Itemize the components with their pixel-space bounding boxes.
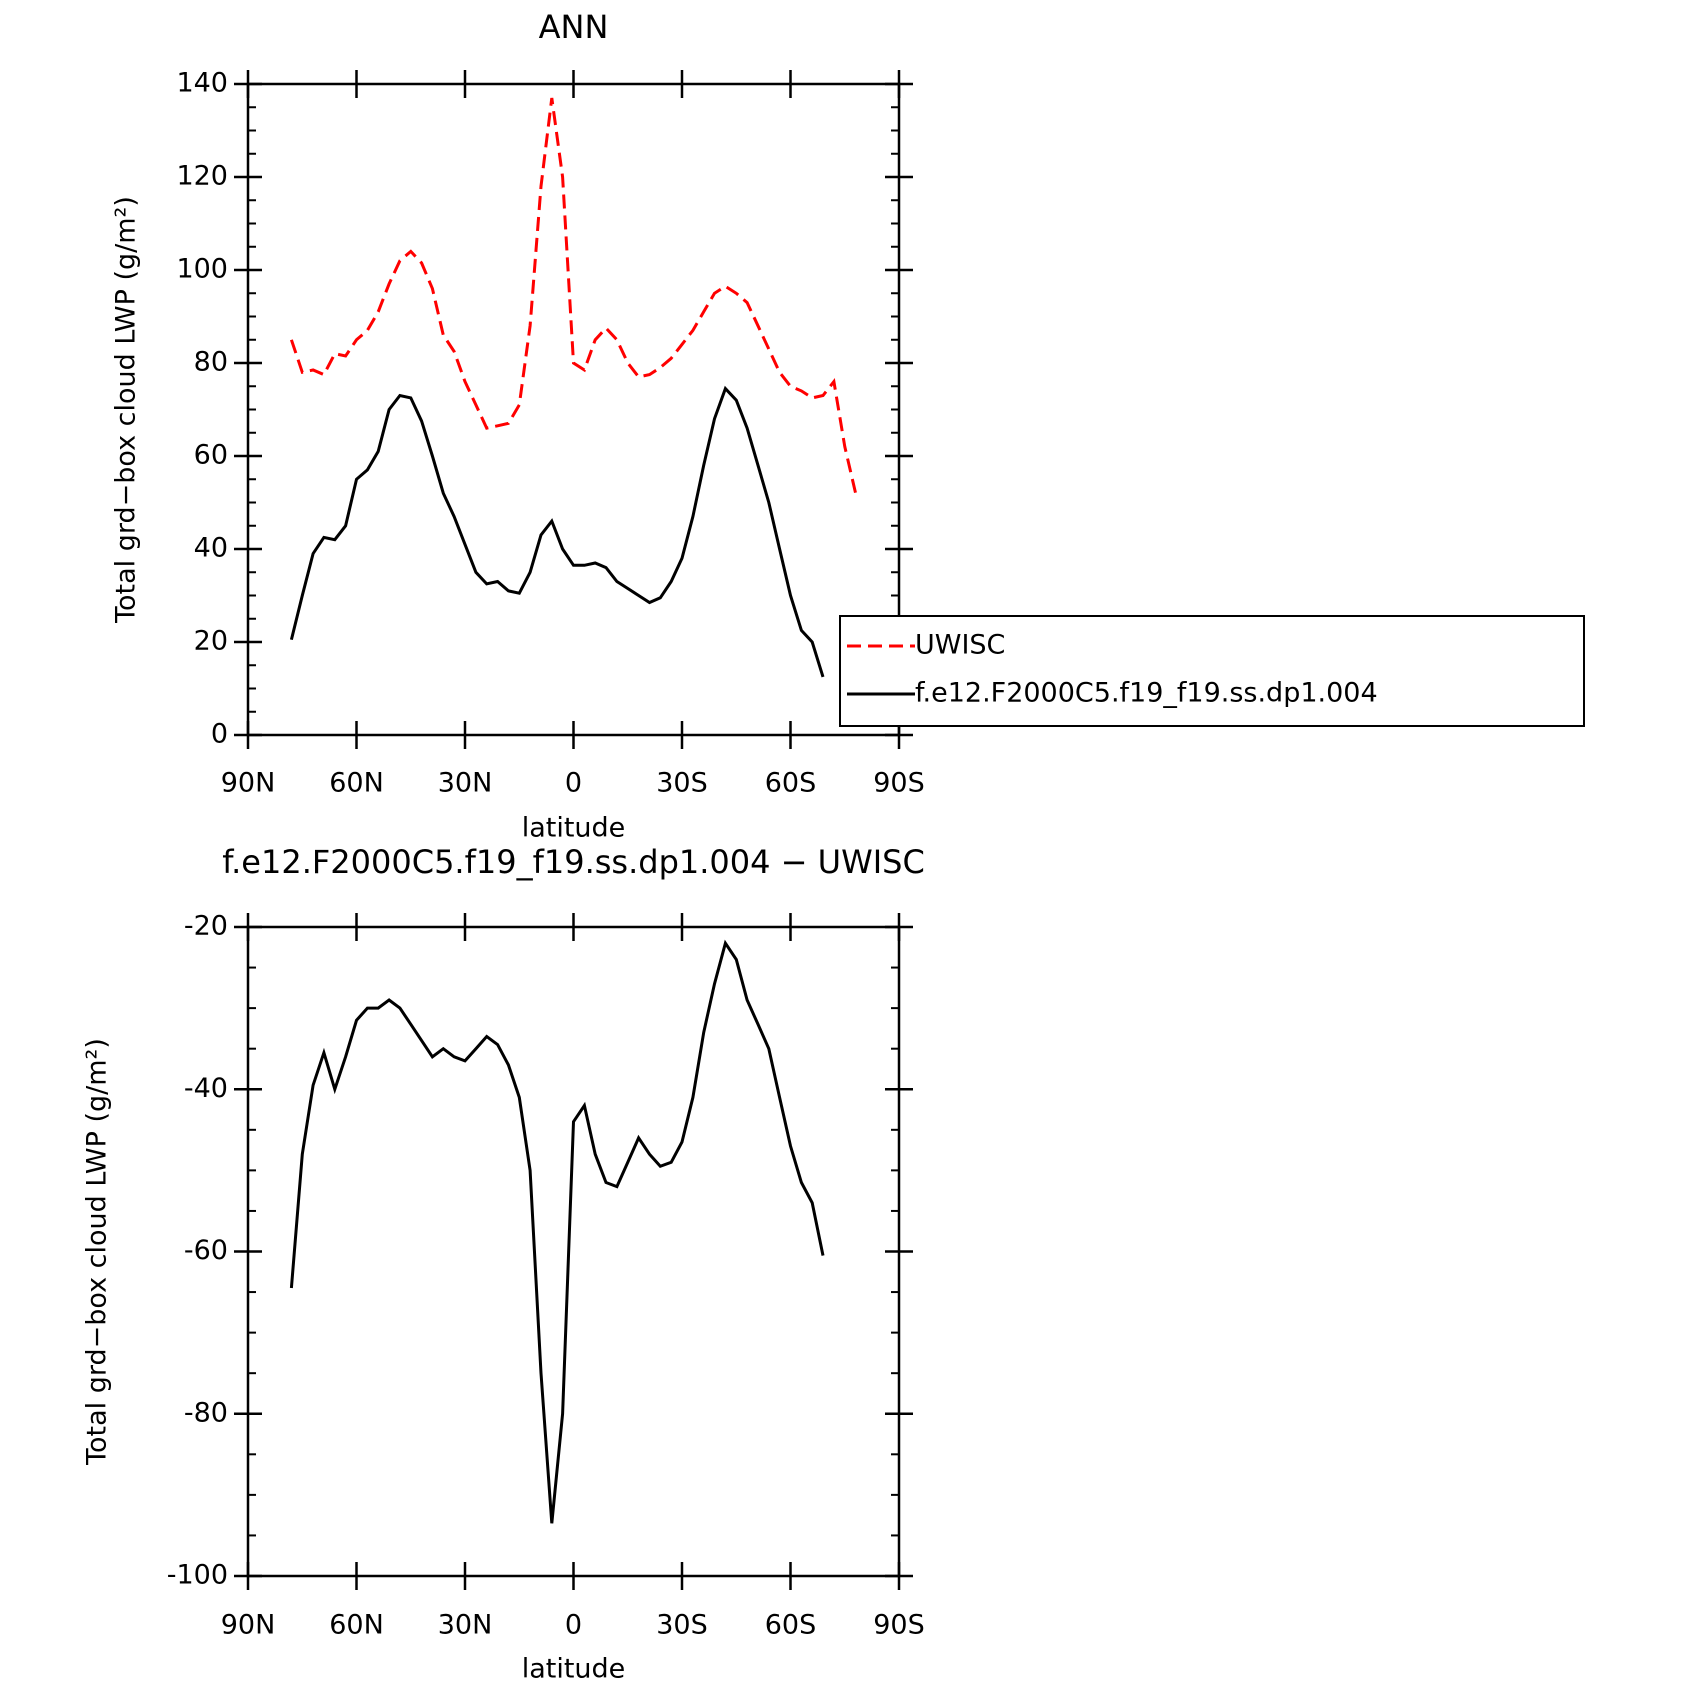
y-tick-label: 20 [194,626,228,657]
x-tick-label: 60S [765,1610,817,1641]
x-tick-label: 90S [873,768,925,799]
x-tick-label: 60N [329,768,384,799]
data-line [289,939,825,1524]
data-line [289,97,858,494]
y-tick-label: 120 [176,161,228,192]
chart-title: f.e12.F2000C5.f19_f19.ss.dp1.004 − UWISC [222,843,925,881]
x-tick-label: 60N [329,1610,384,1641]
legend-box [839,615,1585,727]
y-tick-label: -40 [184,1073,228,1104]
y-tick-label: -100 [167,1560,228,1591]
x-tick-label: 30N [438,1610,493,1641]
y-tick-label: 40 [194,533,228,564]
x-tick-label: 30S [656,1610,708,1641]
y-tick-label: -80 [184,1397,228,1428]
legend-label: f.e12.F2000C5.f19_f19.ss.dp1.004 [915,678,1378,709]
y-tick-label: -60 [184,1235,228,1266]
y-axis-label: Total grd−box cloud LWP (g/m²) [82,1038,113,1466]
x-tick-label: 0 [565,1610,582,1641]
x-tick-label: 90N [221,768,276,799]
plot-frame [246,925,901,1578]
y-tick-label: -20 [184,911,228,942]
plot: f.e12.F2000C5.f19_f19.ss.dp1.004 − UWISC… [82,843,925,1685]
x-axis-label: latitude [522,1654,626,1685]
x-tick-label: 60S [765,768,817,799]
plot-frame [246,82,901,737]
x-tick-label: 90N [221,1610,276,1641]
legend-label: UWISC [915,630,1005,661]
x-axis-label: latitude [522,813,626,844]
y-tick-label: 60 [194,440,228,471]
x-tick-label: 30S [656,768,708,799]
plot: ANN 0 20 40 60 80 100 120 140 90N 60N 30N 0 30S 60S 90S… [111,8,1585,844]
x-tick-label: 0 [565,768,582,799]
x-tick-label: 30N [438,768,493,799]
chart-title: ANN [539,8,609,46]
y-tick-label: 80 [194,347,228,378]
y-tick-label: 0 [211,719,228,750]
data-line [289,385,825,678]
y-axis-label: Total grd−box cloud LWP (g/m²) [111,196,142,624]
y-tick-label: 100 [176,254,228,285]
x-tick-label: 90S [873,1610,925,1641]
y-tick-label: 140 [176,68,228,99]
